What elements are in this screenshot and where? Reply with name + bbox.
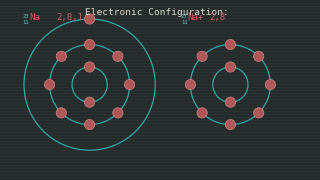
Text: 2,8: 2,8 [210, 13, 226, 22]
Text: Na+: Na+ [188, 13, 204, 22]
Circle shape [197, 108, 207, 118]
Circle shape [113, 51, 123, 61]
Circle shape [56, 51, 67, 61]
Circle shape [56, 108, 67, 118]
Circle shape [253, 108, 264, 118]
Circle shape [225, 97, 236, 107]
Text: 11: 11 [22, 20, 29, 25]
Circle shape [225, 62, 236, 72]
Circle shape [84, 120, 95, 130]
Circle shape [84, 39, 95, 50]
Text: 23: 23 [22, 14, 29, 19]
Circle shape [44, 80, 55, 90]
Text: Electronic Configuration:: Electronic Configuration: [85, 8, 229, 17]
Circle shape [225, 39, 236, 50]
Circle shape [84, 97, 95, 107]
Text: Na: Na [29, 13, 40, 22]
Circle shape [225, 120, 236, 130]
Text: 23: 23 [181, 14, 187, 19]
Text: 11: 11 [181, 20, 187, 25]
Circle shape [197, 51, 207, 61]
Circle shape [84, 14, 95, 24]
Circle shape [84, 62, 95, 72]
Circle shape [113, 108, 123, 118]
Circle shape [253, 51, 264, 61]
Circle shape [265, 80, 276, 90]
Circle shape [124, 80, 135, 90]
Circle shape [185, 80, 196, 90]
Text: 2,8,1: 2,8,1 [56, 13, 83, 22]
